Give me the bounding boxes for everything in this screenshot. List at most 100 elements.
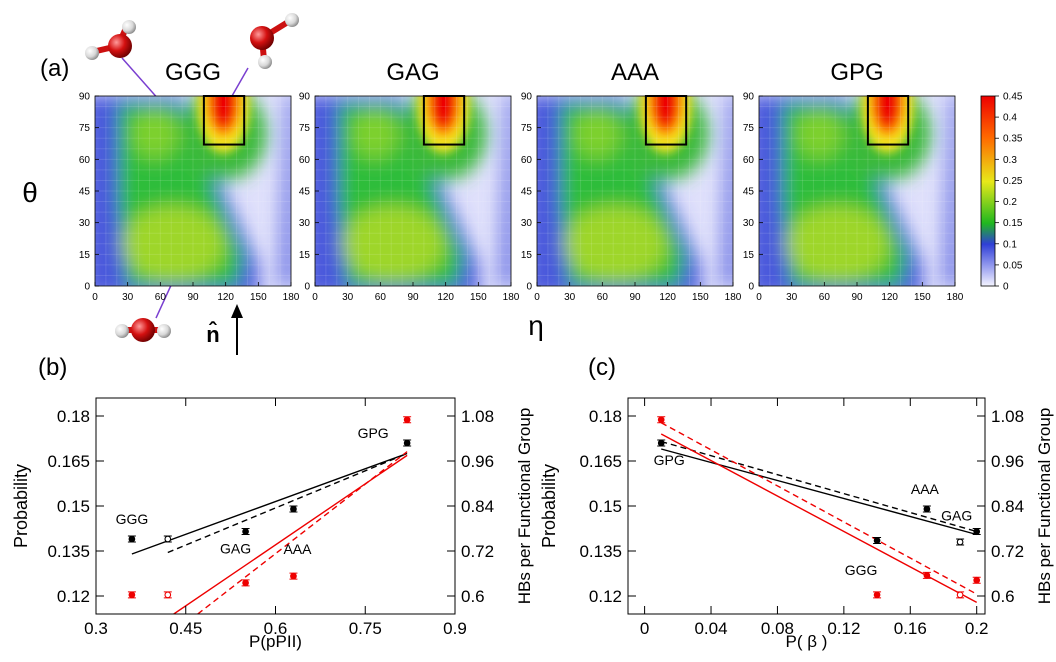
marker — [290, 572, 297, 580]
x-tick-label: 0.45 — [169, 619, 202, 638]
x-tick-label: 120 — [437, 292, 454, 303]
marker — [973, 528, 981, 535]
marker — [657, 439, 665, 447]
panel-label-c: (c) — [588, 354, 616, 381]
y-axis-label: Probability — [11, 464, 31, 548]
heatmap-density — [759, 96, 955, 286]
y-tick-label: 0.135 — [579, 542, 622, 561]
x-tick-label: 0.6 — [264, 619, 288, 638]
y-tick-label: 45 — [79, 187, 91, 198]
y-tick-label: 75 — [79, 123, 91, 134]
y-tick-label: 0.18 — [57, 407, 90, 426]
data-point — [657, 439, 666, 447]
data-point — [127, 591, 136, 599]
heatmap-density — [315, 96, 511, 286]
marker — [923, 505, 931, 513]
marker — [128, 591, 136, 599]
y-tick-label: 30 — [299, 218, 311, 229]
x-tick-label: 0.16 — [894, 619, 927, 638]
fit-line — [197, 451, 408, 614]
data-point — [403, 416, 412, 424]
marker — [923, 572, 931, 579]
colorbar-tick-label: 0.2 — [1003, 197, 1017, 208]
y-tick-label: 30 — [79, 218, 91, 229]
marker — [242, 528, 249, 535]
heatmap-ggg: 0 30 60 90 120 150 180 0 15 30 45 60 75 90 GGG — [79, 59, 300, 303]
x-tick-label: 30 — [122, 292, 134, 303]
x-tick-label: 120 — [217, 292, 234, 303]
x-tick-label: 0.04 — [694, 619, 727, 638]
point-label: AAA — [283, 541, 312, 557]
panel-label-b: (b) — [38, 354, 67, 381]
x-tick-label: 150 — [692, 292, 709, 303]
point-label: GAG — [220, 541, 251, 557]
eta-axis-label: η — [528, 310, 544, 341]
data-point — [403, 439, 412, 447]
y-tick-label: 75 — [743, 123, 755, 134]
data-point — [657, 416, 666, 424]
x-tick-label: 180 — [947, 292, 964, 303]
y-tick-label: 15 — [299, 250, 311, 261]
x-tick-label: 0.75 — [349, 619, 382, 638]
y2-tick-label: 0.84 — [991, 497, 1024, 516]
marker — [242, 579, 249, 587]
data-point — [956, 591, 965, 599]
y-tick-label: 0 — [304, 282, 310, 293]
y-tick-label: 15 — [521, 250, 533, 261]
point-label: AAA — [911, 481, 940, 497]
x-tick-label: 0 — [312, 292, 318, 303]
x-tick-label: 30 — [786, 292, 798, 303]
y-tick-label: 0.12 — [589, 587, 622, 606]
data-point — [972, 576, 981, 584]
y-axis-label: Probability — [539, 464, 559, 548]
data-point — [956, 538, 965, 546]
marker — [128, 535, 136, 543]
x-tick-label: 60 — [819, 292, 831, 303]
y-tick-label: 15 — [79, 250, 91, 261]
marker — [657, 416, 665, 424]
marker — [290, 505, 297, 513]
x-tick-label: 150 — [914, 292, 931, 303]
colorbar-tick-label: 0.1 — [1003, 239, 1017, 250]
normal-vector-label: n̂ — [206, 321, 219, 347]
y2-tick-label: 0.72 — [461, 542, 494, 561]
water-molecule-top-left-icon — [85, 20, 169, 111]
data-point — [289, 505, 298, 513]
x-tick-label: 150 — [470, 292, 487, 303]
scatter-panel-b: GGG GAG GPG AAA 0.3 0.45 0.6 0.75 0.9 0.12 0.135 0.… — [11, 397, 534, 651]
water-molecule-top-right-icon — [231, 13, 299, 97]
marker — [403, 416, 411, 424]
heatmap-density — [537, 96, 733, 286]
heatmap-title: GPG — [830, 59, 883, 86]
colorbar-tick-label: 0.15 — [1003, 218, 1023, 229]
data-point — [289, 572, 298, 580]
fit-line — [167, 452, 408, 554]
data-point — [163, 535, 172, 543]
y-tick-label: 90 — [79, 92, 91, 103]
point-label: GPG — [654, 452, 685, 468]
y2-tick-label: 0.6 — [461, 587, 485, 606]
y-tick-label: 60 — [743, 155, 755, 166]
colorbar-tick-label: 0.25 — [1003, 176, 1023, 187]
x-tick-label: 30 — [342, 292, 354, 303]
fit-line — [131, 452, 408, 555]
data-point — [127, 535, 136, 543]
fit-line — [661, 440, 977, 533]
y-tick-label: 75 — [521, 123, 533, 134]
point-label: GAG — [941, 508, 972, 524]
y-tick-label: 75 — [299, 123, 311, 134]
x-tick-label: 180 — [725, 292, 742, 303]
data-point — [922, 505, 931, 513]
y-tick-label: 0.135 — [47, 542, 90, 561]
y-tick-label: 0 — [84, 282, 90, 293]
data-point — [241, 528, 250, 535]
y-tick-label: 15 — [743, 250, 755, 261]
data-point — [241, 579, 250, 587]
data-point — [873, 537, 882, 544]
colorbar-tick-label: 0.05 — [1003, 260, 1023, 271]
colorbar-tick-label: 0.3 — [1003, 155, 1017, 166]
y-tick-label: 0 — [526, 282, 532, 293]
data-point — [972, 528, 981, 535]
y2-axis-label: HBs per Functional Group — [1035, 408, 1054, 605]
